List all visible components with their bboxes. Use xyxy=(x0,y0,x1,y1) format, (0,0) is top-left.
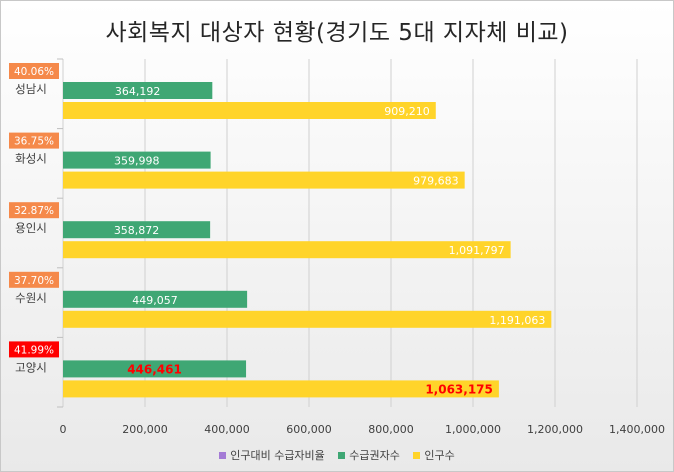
category-label: 용인시 xyxy=(15,221,47,235)
bar-population xyxy=(63,171,465,189)
bar-label-population: 1,191,063 xyxy=(489,314,545,327)
category-label: 고양시 xyxy=(15,360,47,374)
legend-label-population: 인구수 xyxy=(424,449,455,462)
x-tick-label: 1,200,000 xyxy=(527,423,583,436)
bar-recipients xyxy=(63,82,213,99)
bar-recipients xyxy=(63,221,211,239)
ratio-label: 36.75% xyxy=(14,136,54,148)
ratio-label: 37.70% xyxy=(14,275,54,287)
legend-swatch-population xyxy=(413,452,421,459)
bar-label-recipients: 358,872 xyxy=(114,224,160,237)
bar-label-population: 909,210 xyxy=(384,105,430,118)
legend-swatch-ratio xyxy=(219,452,227,459)
ratio-badge xyxy=(9,341,59,358)
ratio-label: 41.99% xyxy=(14,344,54,356)
x-tick-label: 200,000 xyxy=(122,423,168,436)
bar-population xyxy=(63,102,436,119)
bar-label-population: 1,091,797 xyxy=(449,244,505,257)
x-tick-label: 400,000 xyxy=(204,423,250,436)
bar-label-recipients: 364,192 xyxy=(115,85,161,98)
category-label: 화성시 xyxy=(15,152,47,166)
category-label: 성남시 xyxy=(15,82,47,96)
bar-label-recipients: 446,461 xyxy=(127,362,182,376)
ratio-label: 32.87% xyxy=(14,205,54,217)
ratio-badge xyxy=(9,271,59,288)
x-tick-label: 1,400,000 xyxy=(609,423,665,436)
ratio-badge xyxy=(9,132,59,149)
bar-population xyxy=(63,380,499,398)
ratio-label: 40.06% xyxy=(14,66,54,78)
x-tick-label: 1,000,000 xyxy=(445,423,501,436)
bar-label-recipients: 359,998 xyxy=(114,155,160,168)
x-tick-label: 0 xyxy=(60,423,67,436)
bar-label-population: 1,063,175 xyxy=(425,382,493,396)
legend-label-ratio: 인구대비 수급자비율 xyxy=(230,449,325,462)
ratio-badge xyxy=(9,63,59,79)
bar-label-recipients: 449,057 xyxy=(132,294,178,307)
x-tick-label: 800,000 xyxy=(368,423,414,436)
category-label: 수원시 xyxy=(15,291,47,305)
legend-label-recipients: 수급권자수 xyxy=(349,449,400,462)
bar-label-population: 979,683 xyxy=(413,175,459,188)
ratio-badge xyxy=(9,202,59,219)
bar-recipients xyxy=(63,290,248,308)
legend-swatch-recipients xyxy=(338,452,346,459)
chart-title: 사회복지 대상자 현황(경기도 5대 지자체 비교) xyxy=(105,20,569,46)
legend-item-population: 인구수 xyxy=(413,447,455,463)
bar-population xyxy=(63,310,552,328)
legend: 인구대비 수급자비율 수급권자수 인구수 xyxy=(1,447,673,463)
x-tick-label: 600,000 xyxy=(286,423,332,436)
bar-recipients xyxy=(63,360,247,378)
bar-population xyxy=(63,241,511,259)
bar-recipients xyxy=(63,151,211,169)
legend-item-ratio: 인구대비 수급자비율 xyxy=(219,447,325,463)
legend-item-recipients: 수급권자수 xyxy=(338,447,400,463)
